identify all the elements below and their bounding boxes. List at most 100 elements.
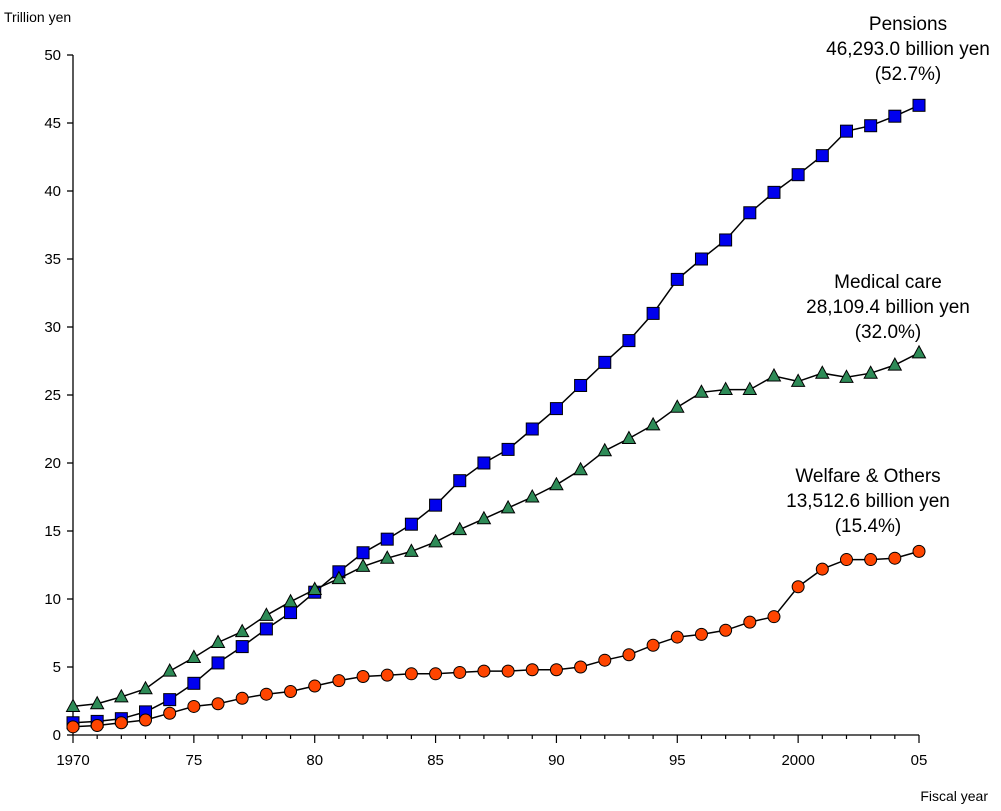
y-tick-label: 15 bbox=[44, 523, 61, 540]
data-point-medical-care bbox=[355, 558, 371, 572]
data-point-medical-care bbox=[839, 369, 854, 383]
data-point-welfare-others bbox=[163, 706, 177, 720]
annotation-medical-care-line-2: 28,109.4 billion yen bbox=[806, 297, 970, 318]
data-point-welfare-others bbox=[404, 667, 418, 681]
data-point-pensions bbox=[574, 378, 588, 392]
annotation-pensions-line-1: Pensions bbox=[869, 14, 947, 35]
x-tick-label: 2000 bbox=[781, 752, 814, 769]
series-line-medical-care bbox=[72, 352, 920, 708]
data-point-pensions bbox=[864, 119, 878, 133]
data-point-medical-care bbox=[331, 570, 347, 585]
data-point-welfare-others bbox=[429, 667, 443, 681]
data-point-welfare-others bbox=[888, 551, 902, 565]
data-point-welfare-others bbox=[670, 630, 684, 644]
data-point-medical-care bbox=[718, 381, 733, 396]
data-point-welfare-others bbox=[380, 668, 394, 682]
data-point-pensions bbox=[259, 622, 273, 636]
data-point-medical-care bbox=[234, 623, 250, 638]
y-tick-label: 50 bbox=[44, 47, 61, 64]
y-tick-label: 25 bbox=[44, 387, 61, 404]
data-point-welfare-others bbox=[694, 627, 708, 641]
data-point-medical-care bbox=[89, 695, 105, 710]
data-point-pensions bbox=[284, 606, 298, 620]
data-point-medical-care bbox=[524, 488, 540, 503]
x-tick-label: 1970 bbox=[56, 752, 89, 769]
data-point-pensions bbox=[815, 149, 829, 163]
data-point-medical-care bbox=[911, 344, 927, 359]
data-point-medical-care bbox=[379, 550, 395, 564]
data-point-welfare-others bbox=[139, 713, 153, 727]
data-point-welfare-others bbox=[912, 544, 926, 558]
series-pensions bbox=[66, 98, 926, 730]
data-point-pensions bbox=[380, 532, 394, 546]
data-point-pensions bbox=[501, 442, 515, 456]
data-point-welfare-others bbox=[259, 687, 273, 701]
data-point-medical-care bbox=[500, 499, 516, 514]
data-point-welfare-others bbox=[549, 663, 563, 677]
data-point-medical-care bbox=[742, 381, 758, 396]
annotation-welfare-others-line-1: Welfare & Others bbox=[795, 466, 940, 487]
y-tick-label: 5 bbox=[53, 659, 61, 676]
x-tick-label: 80 bbox=[306, 752, 323, 769]
data-point-medical-care bbox=[428, 533, 443, 548]
data-point-welfare-others bbox=[622, 648, 636, 662]
series-line-welfare-others bbox=[72, 550, 920, 728]
data-point-welfare-others bbox=[719, 623, 733, 637]
y-tick-label: 0 bbox=[53, 727, 61, 744]
data-point-pensions bbox=[525, 422, 539, 436]
data-point-welfare-others bbox=[332, 674, 346, 688]
data-point-medical-care bbox=[573, 461, 588, 476]
data-point-medical-care bbox=[645, 416, 661, 431]
data-point-pensions bbox=[429, 498, 443, 512]
y-tick-label: 10 bbox=[44, 591, 61, 608]
data-point-pensions bbox=[453, 474, 467, 488]
data-point-medical-care bbox=[549, 476, 564, 491]
data-point-medical-care bbox=[694, 384, 709, 398]
data-point-welfare-others bbox=[743, 615, 757, 629]
x-axis-label: Fiscal year bbox=[920, 788, 988, 804]
data-point-welfare-others bbox=[187, 699, 201, 713]
data-point-pensions bbox=[622, 334, 636, 348]
data-point-pensions bbox=[646, 306, 660, 320]
y-tick-label: 35 bbox=[44, 251, 61, 268]
data-point-medical-care bbox=[186, 649, 202, 663]
data-point-welfare-others bbox=[90, 718, 104, 732]
data-point-welfare-others bbox=[525, 663, 539, 677]
data-point-medical-care bbox=[283, 593, 298, 608]
data-point-medical-care bbox=[597, 442, 613, 457]
data-point-welfare-others bbox=[284, 684, 298, 698]
data-point-welfare-others bbox=[114, 716, 128, 730]
data-point-welfare-others bbox=[501, 664, 515, 678]
data-point-welfare-others bbox=[453, 665, 467, 679]
annotation-welfare-others-line-3: (15.4%) bbox=[835, 516, 902, 537]
data-point-pensions bbox=[356, 546, 370, 560]
data-point-pensions bbox=[477, 456, 491, 470]
data-point-welfare-others bbox=[815, 562, 829, 576]
data-point-welfare-others bbox=[839, 553, 853, 567]
data-point-medical-care bbox=[210, 634, 226, 649]
series-layer bbox=[65, 98, 927, 734]
data-point-pensions bbox=[888, 109, 902, 123]
annotation-welfare-others-line-2: 13,512.6 billion yen bbox=[786, 491, 950, 512]
data-point-welfare-others bbox=[767, 610, 781, 624]
series-medical-care bbox=[65, 344, 927, 712]
data-point-welfare-others bbox=[211, 697, 225, 711]
annotations: Pensions 46,293.0 billion yen (52.7%) Medic… bbox=[786, 14, 990, 537]
data-point-pensions bbox=[187, 676, 201, 690]
data-point-medical-care bbox=[138, 680, 153, 695]
data-point-medical-care bbox=[814, 365, 830, 379]
data-point-medical-care bbox=[114, 688, 129, 703]
data-point-welfare-others bbox=[356, 670, 370, 684]
series-welfare-others bbox=[66, 544, 926, 734]
data-point-welfare-others bbox=[791, 580, 805, 594]
data-point-welfare-others bbox=[66, 720, 80, 734]
data-point-medical-care bbox=[887, 357, 903, 371]
data-point-pensions bbox=[839, 124, 853, 138]
data-point-pensions bbox=[719, 233, 733, 247]
data-point-medical-care bbox=[669, 399, 685, 413]
data-point-medical-care bbox=[259, 607, 274, 621]
data-point-pensions bbox=[549, 402, 563, 416]
data-point-medical-care bbox=[476, 510, 492, 525]
